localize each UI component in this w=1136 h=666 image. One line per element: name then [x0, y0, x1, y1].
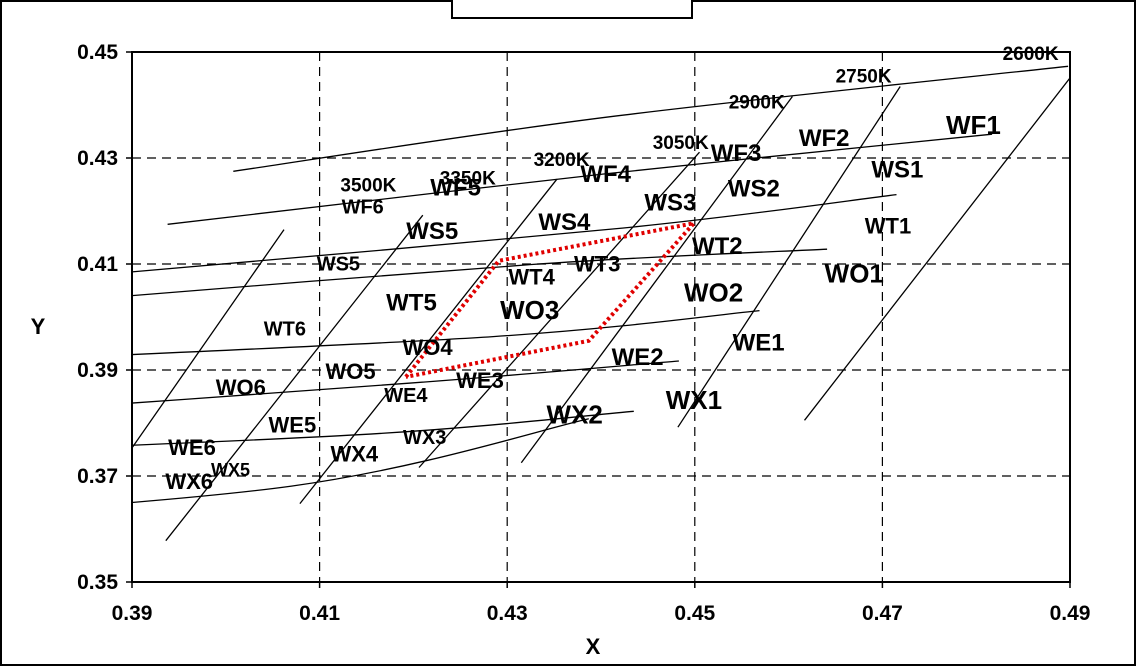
isoline	[233, 65, 1069, 172]
bin-label: WS5	[317, 253, 360, 275]
bin-label: WT5	[386, 290, 437, 317]
isoline	[132, 248, 828, 297]
isoline	[132, 360, 679, 404]
y-tick-label: 0.41	[77, 253, 118, 276]
bin-label: WX4	[330, 442, 378, 467]
isoline	[132, 309, 760, 356]
bin-label: WT1	[865, 213, 911, 238]
bin-label: WS5	[406, 218, 458, 245]
bin-label: WE4	[384, 385, 428, 407]
bin-label: WF6	[342, 197, 384, 219]
cct-label: 2900K	[729, 93, 785, 114]
isoline	[132, 410, 634, 446]
bin-label: WE3	[456, 368, 504, 393]
bin-label: WE2	[612, 344, 664, 371]
x-axis-title: X	[586, 634, 601, 659]
cct-line-3500K	[132, 229, 285, 450]
x-tick-label: 0.39	[112, 602, 153, 625]
cct-labels: 2600K 2750K 2900K 3050K 3200K 3350K 3500K	[340, 44, 1058, 196]
bin-label: WX5	[211, 460, 250, 480]
cct-line-3200K	[299, 178, 558, 505]
isoline	[167, 133, 993, 225]
y-tick-label: 0.43	[77, 147, 118, 170]
bin-label: WX2	[547, 400, 603, 430]
bin-label: WF2	[799, 125, 850, 152]
cct-label: 3200K	[534, 150, 590, 171]
cct-label: 3500K	[340, 175, 396, 196]
bin-label: WS1	[871, 157, 923, 184]
axis-tick-labels: 0.39 0.41 0.43 0.45 0.47 0.49 0.35 0.37 0.39 0.41…	[77, 41, 1090, 625]
bin-label: WF3	[711, 140, 762, 167]
y-tick-label: 0.35	[77, 571, 118, 594]
y-axis-title: Y	[31, 314, 46, 339]
bin-label: WF1	[946, 110, 1001, 140]
tick-marks	[126, 51, 1071, 588]
x-tick-label: 0.49	[1050, 602, 1091, 625]
bin-label: WF4	[580, 161, 631, 188]
cct-label: 3350K	[440, 169, 496, 190]
x-tick-label: 0.43	[487, 602, 528, 625]
bin-label: WO1	[825, 259, 884, 289]
bin-label: WX3	[403, 427, 446, 449]
cct-line-3050K	[418, 151, 700, 468]
cct-line-series	[132, 76, 1070, 542]
x-tick-label: 0.45	[674, 602, 715, 625]
x-tick-label: 0.41	[299, 602, 340, 625]
bin-label: WO2	[684, 278, 743, 308]
figure-top-tab	[451, 0, 693, 19]
bin-label: WE5	[269, 413, 317, 438]
bin-label: WS3	[644, 190, 696, 217]
bin-label: WS2	[728, 176, 780, 203]
bin-label: WT4	[508, 265, 555, 290]
cct-line-2600K	[803, 76, 1070, 421]
bin-label: WX6	[165, 469, 213, 494]
grid-lines	[132, 52, 1070, 582]
bin-label: WO3	[500, 295, 559, 325]
bin-label: WT2	[692, 233, 743, 260]
isoline	[132, 193, 897, 273]
cct-label: 2600K	[1003, 44, 1059, 65]
bin-label: WO5	[326, 359, 376, 384]
cct-label: 2750K	[836, 67, 892, 88]
bin-label: WT3	[574, 251, 620, 276]
y-tick-label: 0.45	[77, 41, 118, 64]
x-tick-label: 0.47	[862, 602, 903, 625]
bin-labels: WF1 WF2 WF3 WF4 WF5 WF6 WS1 WS2 WS3 WS4 WS5 WS5 WT1 W…	[165, 110, 1000, 494]
cct-line-2900K	[520, 96, 793, 464]
y-tick-label: 0.37	[77, 465, 118, 488]
bin-label: WX1	[666, 385, 722, 415]
bin-label: WS4	[538, 209, 591, 236]
plot-area-frame	[131, 51, 1071, 583]
bin-label: WT6	[264, 319, 306, 341]
isoline	[132, 418, 589, 504]
bin-label: WE1	[733, 329, 785, 356]
cct-line-2750K	[677, 86, 901, 428]
bin-label: WO4	[402, 335, 453, 360]
cct-line-3350K	[165, 214, 424, 542]
y-tick-label: 0.39	[77, 359, 118, 382]
bin-label: WE6	[168, 435, 216, 460]
cct-label: 3050K	[653, 133, 709, 154]
isoline-series	[132, 65, 1069, 504]
bin-label: WO6	[216, 375, 266, 400]
bin-label: WF5	[430, 175, 481, 202]
